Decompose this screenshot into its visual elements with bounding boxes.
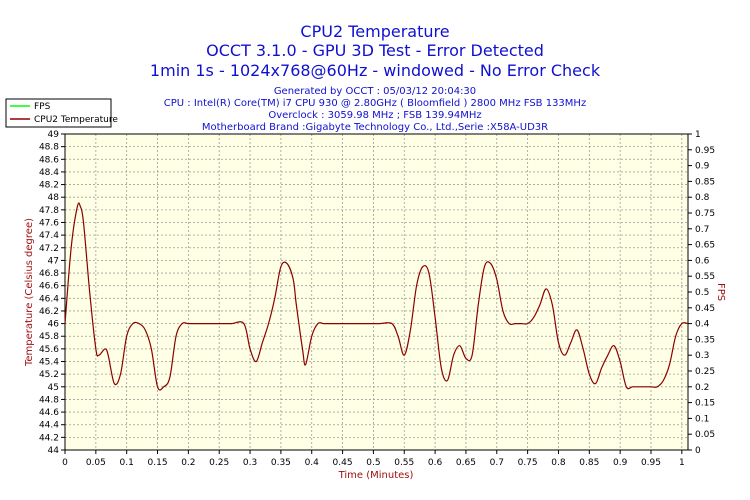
y-tick-label-10: 46 bbox=[48, 320, 60, 330]
x-tick-label-4: 0.2 bbox=[181, 458, 195, 468]
y2-tick-label-5: 0.25 bbox=[695, 367, 715, 377]
chart-title-line-3: 1min 1s - 1024x768@60Hz - windowed - No … bbox=[150, 61, 601, 80]
y-tick-label-0: 44 bbox=[48, 446, 60, 456]
y2-tick-label-1: 0.05 bbox=[695, 430, 715, 440]
y2-tick-label-4: 0.2 bbox=[695, 383, 709, 393]
chart-title-line-1: CPU2 Temperature bbox=[300, 22, 449, 41]
x-tick-label-14: 0.7 bbox=[490, 458, 504, 468]
x-tick-label-13: 0.65 bbox=[456, 458, 476, 468]
y2-tick-label-0: 0 bbox=[695, 446, 701, 456]
y2-tick-label-18: 0.9 bbox=[695, 162, 710, 172]
y-tick-label-18: 47.6 bbox=[39, 218, 59, 228]
y2-tick-label-6: 0.3 bbox=[695, 351, 709, 361]
x-tick-label-15: 0.75 bbox=[518, 458, 538, 468]
y-tick-label-13: 46.6 bbox=[39, 282, 59, 292]
x-tick-label-20: 1 bbox=[679, 458, 685, 468]
y2-tick-label-12: 0.6 bbox=[695, 256, 710, 266]
legend-box bbox=[5, 98, 112, 128]
x-tick-label-16: 0.8 bbox=[551, 458, 566, 468]
info-line-generated: Generated by OCCT : 05/03/12 20:04:30 bbox=[274, 86, 476, 97]
y2-tick-label-20: 1 bbox=[695, 130, 701, 140]
x-tick-label-17: 0.85 bbox=[579, 458, 599, 468]
y-axis-right-ticks: 0 0.05 0.1 0.15 0.2 0.25 0.3 0.35 0.4 0.45 0.5 0.55… bbox=[688, 130, 715, 456]
y-tick-label-6: 45.2 bbox=[39, 370, 59, 380]
y-tick-label-19: 47.8 bbox=[39, 206, 59, 216]
y2-tick-label-3: 0.15 bbox=[695, 399, 715, 409]
y-tick-label-2: 44.4 bbox=[39, 421, 59, 431]
series-line-cpu2-temperature bbox=[64, 202, 689, 391]
y2-tick-label-10: 0.5 bbox=[695, 288, 709, 298]
x-tick-label-3: 0.15 bbox=[148, 458, 168, 468]
y-tick-label-5: 45 bbox=[48, 383, 59, 393]
x-tick-label-7: 0.35 bbox=[271, 458, 291, 468]
y2-tick-label-15: 0.75 bbox=[695, 209, 715, 219]
legend-label-fps: FPS bbox=[34, 102, 51, 112]
info-line-cpu: CPU : Intel(R) Core(TM) i7 CPU 930 @ 2.8… bbox=[164, 98, 586, 109]
y2-tick-label-9: 0.45 bbox=[695, 304, 715, 314]
x-axis-label: Time (Minutes) bbox=[338, 470, 414, 481]
y-tick-label-14: 46.8 bbox=[39, 269, 59, 279]
y-tick-label-23: 48.6 bbox=[39, 155, 59, 165]
x-tick-label-5: 0.25 bbox=[209, 458, 229, 468]
x-tick-label-9: 0.45 bbox=[333, 458, 353, 468]
y-tick-label-15: 47 bbox=[48, 256, 59, 266]
x-tick-label-2: 0.1 bbox=[120, 458, 134, 468]
y-tick-label-25: 49 bbox=[48, 130, 60, 140]
y-tick-label-22: 48.4 bbox=[39, 168, 59, 178]
chart-title-line-2: OCCT 3.1.0 - GPU 3D Test - Error Detecte… bbox=[206, 41, 544, 60]
y-tick-label-20: 48 bbox=[48, 193, 60, 203]
info-line-overclock: Overclock : 3059.98 MHz ; FSB 139.94MHz bbox=[268, 110, 481, 121]
y2-tick-label-2: 0.1 bbox=[695, 414, 709, 424]
plot-area bbox=[65, 134, 688, 450]
x-tick-label-12: 0.6 bbox=[428, 458, 443, 468]
y2-tick-label-19: 0.95 bbox=[695, 146, 715, 156]
y-axis-right-label: FPS bbox=[715, 283, 726, 301]
y2-tick-label-17: 0.85 bbox=[695, 177, 715, 187]
y-tick-label-24: 48.8 bbox=[39, 143, 59, 153]
y2-tick-label-7: 0.35 bbox=[695, 335, 715, 345]
info-line-motherboard: Motherboard Brand :Gigabyte Technology C… bbox=[202, 122, 548, 133]
y-tick-label-16: 47.2 bbox=[39, 244, 59, 254]
legend-label-cpu2: CPU2 Temperature bbox=[34, 115, 118, 125]
y-tick-label-8: 45.6 bbox=[39, 345, 59, 355]
y2-tick-label-11: 0.55 bbox=[695, 272, 715, 282]
y2-tick-label-13: 0.65 bbox=[695, 241, 715, 251]
y-tick-label-21: 48.2 bbox=[39, 181, 59, 191]
x-tick-label-10: 0.5 bbox=[366, 458, 380, 468]
x-tick-label-1: 0.05 bbox=[86, 458, 106, 468]
x-tick-label-8: 0.4 bbox=[305, 458, 320, 468]
x-tick-label-6: 0.3 bbox=[243, 458, 257, 468]
x-tick-label-11: 0.55 bbox=[394, 458, 414, 468]
grid-vertical bbox=[64, 134, 683, 450]
x-tick-label-19: 0.95 bbox=[641, 458, 661, 468]
x-tick-label-18: 0.9 bbox=[613, 458, 628, 468]
y-tick-label-3: 44.6 bbox=[39, 408, 59, 418]
x-axis-ticks: 0 0.05 0.1 0.15 0.2 0.25 0.3 0.35 0.4 0.45 0.5 0.55… bbox=[62, 450, 685, 468]
x-tick-label-0: 0 bbox=[62, 458, 68, 468]
y-tick-label-9: 45.8 bbox=[39, 332, 59, 342]
y-tick-label-11: 46.2 bbox=[39, 307, 59, 317]
y-tick-label-17: 47.4 bbox=[39, 231, 59, 241]
y-axis-left-label: Temperature (Celsius degree) bbox=[24, 218, 35, 367]
y2-tick-label-14: 0.7 bbox=[695, 225, 709, 235]
y2-tick-label-16: 0.8 bbox=[695, 193, 710, 203]
legend: FPS CPU2 Temperature bbox=[5, 98, 118, 128]
y-tick-label-12: 46.4 bbox=[39, 294, 59, 304]
y-axis-left-ticks: 44 44.2 44.4 44.6 44.8 45 45.2 45.4 45.6 45.8 46 46… bbox=[39, 130, 65, 456]
y-tick-label-4: 44.8 bbox=[39, 395, 59, 405]
y2-tick-label-8: 0.4 bbox=[695, 320, 710, 330]
y-tick-label-1: 44.2 bbox=[39, 433, 59, 443]
y-tick-label-7: 45.4 bbox=[39, 358, 59, 368]
